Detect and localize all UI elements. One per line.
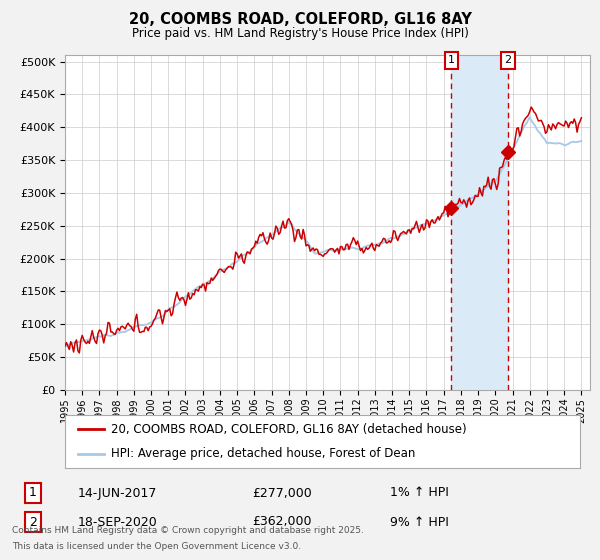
Text: 20, COOMBS ROAD, COLEFORD, GL16 8AY: 20, COOMBS ROAD, COLEFORD, GL16 8AY [128, 12, 472, 27]
Text: Price paid vs. HM Land Registry's House Price Index (HPI): Price paid vs. HM Land Registry's House … [131, 27, 469, 40]
Text: 2: 2 [504, 55, 511, 66]
Bar [451, 55, 508, 390]
Text: 1: 1 [29, 487, 37, 500]
Text: Contains HM Land Registry data © Crown copyright and database right 2025.: Contains HM Land Registry data © Crown c… [12, 526, 364, 535]
Text: 20, COOMBS ROAD, COLEFORD, GL16 8AY (detached house): 20, COOMBS ROAD, COLEFORD, GL16 8AY (det… [112, 423, 467, 436]
Text: 2: 2 [29, 516, 37, 529]
Text: HPI: Average price, detached house, Forest of Dean: HPI: Average price, detached house, Fore… [112, 447, 416, 460]
Text: 14-JUN-2017: 14-JUN-2017 [78, 487, 157, 500]
Text: This data is licensed under the Open Government Licence v3.0.: This data is licensed under the Open Gov… [12, 542, 301, 551]
Text: 1: 1 [448, 55, 455, 66]
Text: £277,000: £277,000 [252, 487, 312, 500]
Text: 1% ↑ HPI: 1% ↑ HPI [390, 487, 449, 500]
Text: 18-SEP-2020: 18-SEP-2020 [78, 516, 158, 529]
Text: £362,000: £362,000 [252, 516, 311, 529]
Text: 9% ↑ HPI: 9% ↑ HPI [390, 516, 449, 529]
